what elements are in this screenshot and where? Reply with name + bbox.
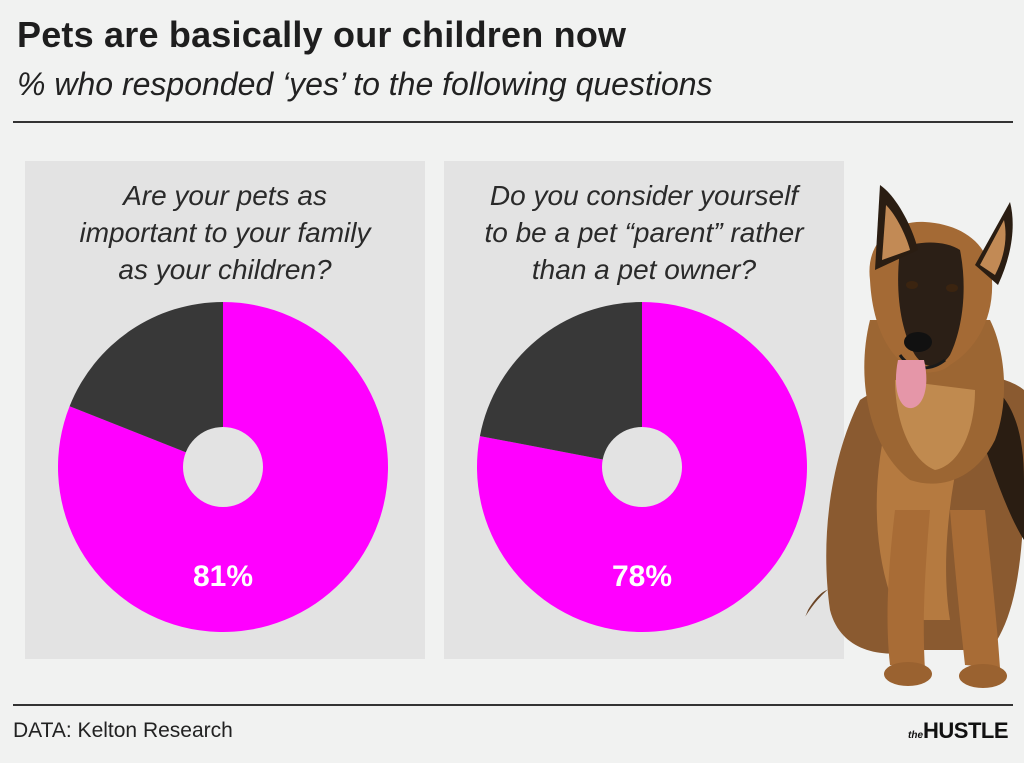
dog-illustration (805, 185, 1024, 688)
donut-2-slice-no (479, 302, 642, 467)
logo-hustle: HUSTLE (923, 718, 1009, 743)
donut-1-slice-no (69, 302, 223, 467)
top-divider (13, 121, 1013, 123)
donut-1-value-label: 81% (193, 560, 253, 593)
chart-subtitle: % who responded ‘yes’ to the following q… (17, 66, 713, 102)
donut-2-value-label: 78% (612, 560, 672, 593)
logo-the: the (908, 730, 923, 741)
source-note: DATA: Kelton Research (13, 719, 233, 742)
donut-1-hole (183, 427, 263, 507)
chart-panel-2: Do you consider yourself to be a pet “pa… (444, 161, 844, 659)
donut-chart-2: 78% (476, 302, 807, 632)
question-1: Are your pets as important to your famil… (79, 180, 371, 285)
chart-title: Pets are basically our children now (17, 14, 627, 55)
donut-2-hole (602, 427, 682, 507)
donut-chart-1: 81% (58, 302, 389, 632)
question-2: Do you consider yourself to be a pet “pa… (484, 180, 804, 285)
bottom-divider (13, 704, 1013, 706)
brand-logo: theHUSTLE (908, 718, 1009, 744)
chart-panel-1: Are your pets as important to your famil… (25, 161, 425, 659)
